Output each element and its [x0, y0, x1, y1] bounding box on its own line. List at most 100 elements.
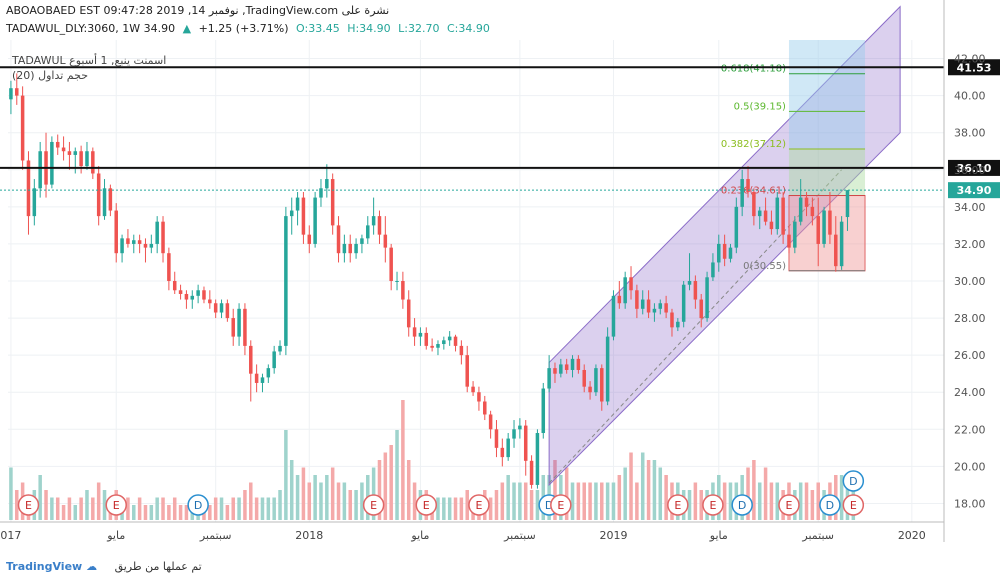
candle-body: [167, 253, 171, 281]
candle-body: [172, 281, 177, 291]
time-tick-label: 017: [0, 529, 21, 542]
candle-body: [307, 234, 312, 244]
marker-label: E: [25, 499, 32, 512]
candle-body: [108, 188, 113, 211]
earnings-marker[interactable]: E: [468, 494, 490, 516]
candle-body: [816, 216, 820, 244]
price-tick-label: 32.00: [954, 238, 986, 251]
candle-body: [132, 240, 136, 244]
tradingview-logo[interactable]: TradingView ☁: [6, 560, 97, 573]
marker-circle: [550, 494, 572, 516]
level-tag-label: 36.10: [957, 162, 992, 175]
earnings-marker[interactable]: E: [362, 494, 385, 516]
dividend-marker[interactable]: D: [731, 494, 753, 516]
candle-body: [330, 179, 335, 226]
earnings-marker[interactable]: E: [17, 494, 40, 516]
volume-bar: [617, 475, 622, 520]
candle-body: [588, 386, 592, 393]
volume-bar: [254, 497, 259, 520]
volume-bar: [55, 497, 60, 520]
publish-info: ABOAOBAED EST 09:47:28 2019 ,14 نوفمبر ,…: [6, 4, 390, 17]
candle-body: [734, 206, 739, 248]
earnings-marker[interactable]: E: [550, 494, 572, 516]
earnings-marker[interactable]: E: [667, 494, 689, 516]
volume-bar: [213, 497, 218, 520]
earnings-marker[interactable]: E: [105, 494, 127, 516]
candle-body: [231, 318, 235, 337]
volume-bar: [284, 430, 288, 520]
candle-body: [32, 188, 37, 217]
volume-bar: [155, 497, 159, 520]
candle-body: [360, 238, 364, 244]
candle-body: [412, 327, 417, 337]
candle-body: [348, 243, 352, 254]
legend[interactable]: TADAWUL اسمنت ينبع, 1 أسبوع حجم تداول (2…: [12, 54, 166, 82]
earnings-marker[interactable]: E: [842, 494, 865, 516]
candle-body: [430, 345, 434, 348]
fib-level-label: 0(30.55): [743, 261, 786, 272]
volume-bar: [506, 475, 510, 520]
volume-bar: [500, 482, 505, 520]
candle-body: [646, 299, 651, 313]
volume-bar: [640, 452, 645, 520]
candle-body: [640, 299, 645, 309]
dividend-marker[interactable]: D: [819, 494, 841, 516]
volume-bar: [693, 482, 698, 520]
volume-bar: [354, 490, 358, 520]
dividend-marker[interactable]: D: [842, 470, 865, 492]
volume-bar: [553, 460, 557, 520]
candle-body: [810, 206, 815, 217]
volume-bar: [15, 490, 19, 520]
footer-text: تم عملها من طريق: [114, 560, 202, 573]
fib-level-label: 0.5(39.15): [734, 101, 786, 112]
volume-bar: [629, 452, 633, 520]
volume-bar: [137, 497, 142, 520]
candle-body: [775, 197, 780, 230]
candle-body: [50, 141, 54, 185]
earnings-marker[interactable]: E: [778, 494, 800, 516]
candle-body: [254, 373, 259, 383]
earnings-marker[interactable]: E: [702, 494, 724, 516]
candle-body: [629, 277, 633, 291]
earnings-marker[interactable]: E: [415, 494, 438, 516]
volume-bar: [178, 505, 183, 520]
dividend-marker[interactable]: D: [187, 494, 209, 516]
volume-bar: [804, 482, 809, 520]
volume-bar: [658, 467, 663, 520]
price-tick-label: 42.00: [954, 53, 986, 66]
marker-label: E: [785, 499, 792, 512]
candle-body: [839, 221, 844, 267]
candle-body: [711, 262, 715, 278]
candle-body: [342, 243, 347, 254]
time-tick-label: سبتمبر: [503, 529, 536, 542]
candle-body: [541, 388, 546, 434]
candle-body: [190, 295, 195, 300]
last-price-tag: [948, 182, 1000, 199]
candle-body: [447, 336, 452, 341]
volume-bar: [319, 482, 323, 520]
candle-body: [26, 160, 31, 217]
event-markers[interactable]: E E D E E E D E E E D E D ED: [17, 470, 865, 516]
volume-bar: [535, 490, 540, 520]
volume-bar: [161, 497, 165, 520]
candle-body: [406, 299, 411, 328]
candle-body: [600, 368, 604, 402]
volume-bar: [605, 482, 610, 520]
volume-bar: [73, 505, 78, 520]
candle-body: [465, 355, 469, 387]
candle-body: [38, 151, 42, 189]
volume-bar: [523, 482, 528, 520]
volume-bar: [816, 482, 820, 520]
marker-circle: [842, 494, 865, 516]
volume-bar: [752, 460, 756, 520]
candle-body: [518, 425, 522, 430]
volume-bar: [184, 505, 189, 520]
marker-circle: [362, 494, 385, 516]
fib-zone-top: [788, 40, 866, 150]
volume-bar: [798, 482, 803, 520]
marker-label: E: [557, 499, 564, 512]
change-label: +1.25 (+3.71%): [198, 22, 289, 35]
volume-bar: [208, 505, 212, 520]
candle-body: [658, 303, 663, 309]
